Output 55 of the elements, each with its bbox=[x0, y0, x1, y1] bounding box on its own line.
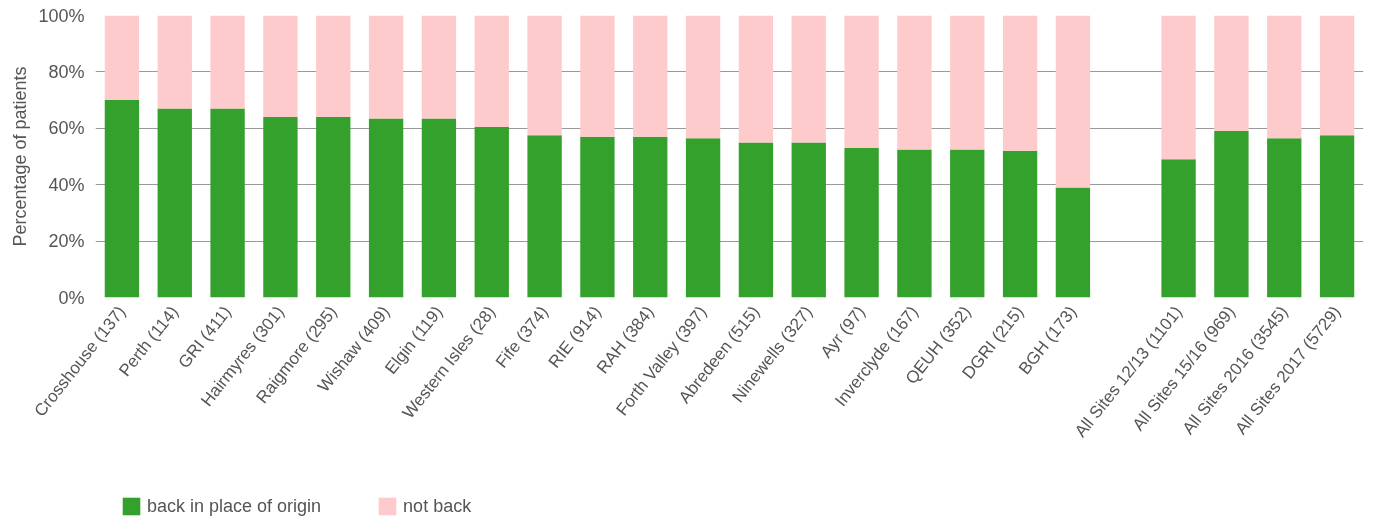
bar bbox=[1055, 15, 1091, 188]
bar bbox=[1267, 138, 1302, 298]
y-tick-label: 20% bbox=[48, 231, 85, 252]
bar bbox=[791, 15, 826, 143]
bar bbox=[844, 15, 879, 149]
bar bbox=[844, 148, 879, 298]
bar bbox=[738, 142, 774, 298]
bar bbox=[263, 15, 298, 118]
bar bbox=[474, 126, 509, 298]
bar bbox=[1161, 159, 1196, 298]
legend-label: not back bbox=[403, 495, 472, 517]
bar bbox=[104, 100, 140, 298]
bar bbox=[527, 135, 562, 298]
bar bbox=[685, 138, 721, 298]
bar bbox=[580, 15, 615, 137]
bar bbox=[791, 142, 826, 298]
bar bbox=[950, 15, 985, 150]
y-tick-label: 100% bbox=[38, 5, 85, 26]
bar bbox=[316, 117, 351, 298]
bar bbox=[1319, 135, 1355, 298]
bar bbox=[685, 15, 721, 139]
bar bbox=[1002, 150, 1038, 298]
bar bbox=[738, 15, 774, 143]
y-tick-label: 0% bbox=[58, 287, 85, 308]
bar bbox=[580, 136, 615, 298]
y-tick-label: 80% bbox=[48, 61, 85, 82]
bar bbox=[368, 118, 404, 298]
bar bbox=[1214, 15, 1249, 132]
bar bbox=[157, 108, 192, 298]
bar bbox=[1161, 15, 1196, 160]
bar bbox=[633, 15, 668, 137]
bar bbox=[316, 15, 351, 118]
bar bbox=[210, 108, 245, 298]
bar bbox=[1055, 187, 1091, 298]
bar bbox=[527, 15, 562, 136]
bar bbox=[1214, 131, 1249, 298]
y-axis-title: Percentage of patients bbox=[10, 66, 31, 247]
bar bbox=[1319, 15, 1355, 136]
legend-label: back in place of origin bbox=[147, 495, 322, 517]
y-tick-label: 40% bbox=[48, 174, 85, 195]
bar bbox=[104, 15, 140, 101]
bar bbox=[1267, 15, 1302, 139]
y-tick-label: 60% bbox=[48, 118, 85, 139]
bar bbox=[263, 117, 298, 298]
bar bbox=[950, 149, 985, 298]
bar bbox=[474, 15, 509, 127]
bar bbox=[157, 15, 192, 109]
bar bbox=[897, 15, 932, 150]
bar bbox=[421, 15, 457, 119]
bar bbox=[368, 15, 404, 119]
bar bbox=[633, 136, 668, 298]
bar bbox=[421, 118, 457, 298]
bar bbox=[210, 15, 245, 109]
bar bbox=[897, 149, 932, 298]
bar bbox=[1002, 15, 1038, 151]
